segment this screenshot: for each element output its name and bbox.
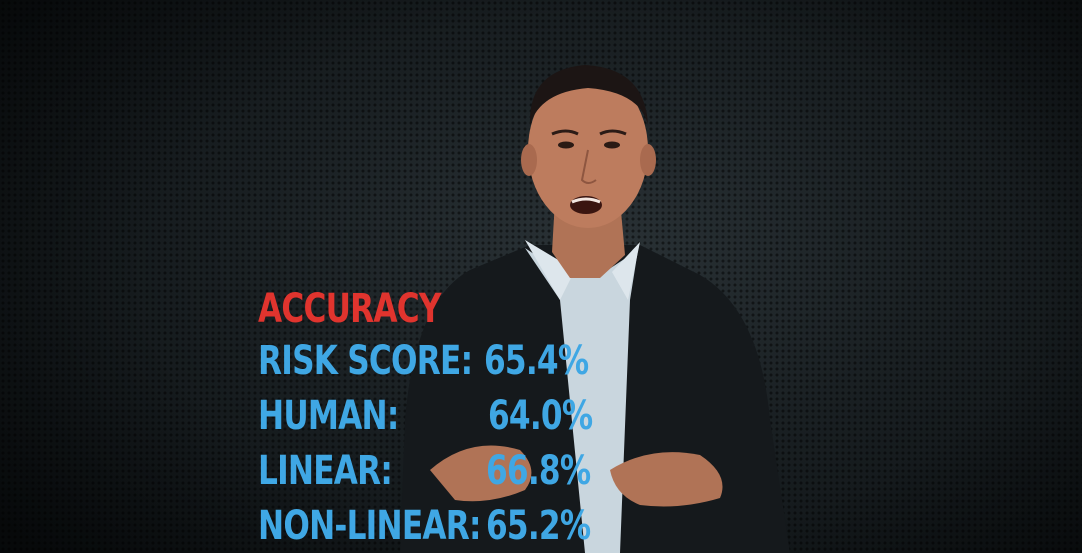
row-value: 66.8% — [486, 448, 591, 494]
row-value: 65.4% — [484, 338, 589, 384]
presenter-hair — [529, 65, 648, 125]
row-value: 65.2% — [486, 503, 591, 549]
accuracy-row: NON-LINEAR: 65.2% — [258, 499, 591, 553]
presenter-right-hand — [610, 452, 723, 507]
accuracy-row: LINEAR: 66.8% — [258, 444, 591, 499]
presenter-shirt — [525, 248, 638, 553]
row-label: LINEAR: — [258, 448, 393, 494]
accuracy-row: HUMAN: 64.0% — [258, 389, 593, 444]
row-value: 64.0% — [488, 393, 593, 439]
row-label: NON-LINEAR: — [258, 503, 481, 549]
row-label: RISK SCORE: — [258, 338, 473, 384]
presenter-left-hand — [430, 445, 532, 502]
row-label: HUMAN: — [258, 393, 399, 439]
presenter-collar — [525, 240, 575, 300]
accuracy-row: RISK SCORE: 65.4% — [258, 334, 589, 389]
accuracy-overlay: ACCURACY RISK SCORE: 65.4% HUMAN: 64.0% … — [258, 284, 593, 553]
accuracy-heading: ACCURACY — [258, 286, 441, 332]
